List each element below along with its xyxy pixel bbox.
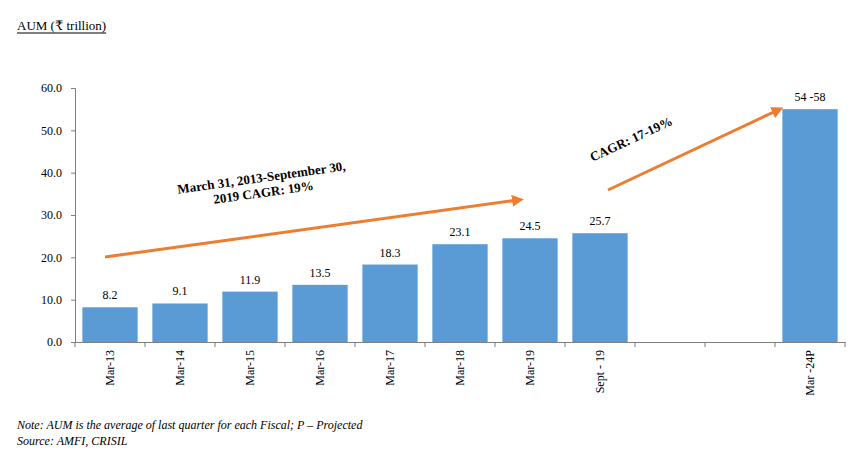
x-tick-label: Mar-17: [383, 350, 397, 386]
category-separator: [425, 342, 426, 347]
y-axis-line: [71, 89, 76, 343]
chart-container: AUM (₹ trillion) 8.2 9.1 11.9 13.5 18.3 23.1 24…: [0, 0, 857, 458]
y-tick: 50.0: [41, 124, 75, 138]
x-tick: Mar-15: [243, 350, 257, 386]
bars: [82, 109, 837, 342]
y-tick-mark: [71, 300, 75, 301]
data-labels: 8.2 9.1 11.9 13.5 18.3 23.1 24.5 25.7 54 -58: [103, 90, 826, 302]
y-tick-label: 10.0: [41, 293, 62, 307]
plot: 8.2 9.1 11.9 13.5 18.3 23.1 24.5 25.7 54 -58 0.0 1…: [41, 81, 846, 395]
y-tick: 40.0: [41, 166, 75, 180]
y-axis: 0.0 10.0 20.0 30.0 40.0 50.0 60.0: [41, 81, 76, 349]
x-tick: Mar -24P: [803, 350, 817, 396]
data-label: 25.7: [590, 214, 611, 228]
y-tick-label: 50.0: [41, 124, 62, 138]
data-label: 11.9: [240, 273, 261, 287]
data-label: 9.1: [173, 284, 188, 298]
x-tick-label: Mar-14: [173, 350, 187, 386]
data-label: 13.5: [310, 266, 331, 280]
y-tick: 20.0: [41, 251, 75, 265]
data-label: 18.3: [380, 246, 401, 260]
data-label: 8.2: [103, 288, 118, 302]
category-separator: [705, 342, 706, 347]
title-underline: [17, 33, 106, 34]
bar: [782, 109, 837, 342]
category-separator: [565, 342, 566, 347]
note: Source: AMFI, CRISIL: [17, 434, 128, 448]
x-tick-label: Sept - 19: [593, 350, 607, 393]
x-tick-label: Mar-19: [523, 350, 537, 386]
data-label: 54 -58: [795, 90, 826, 104]
x-tick: Mar-18: [453, 350, 467, 386]
chart-svg: AUM (₹ trillion) 8.2 9.1 11.9 13.5 18.3 23.1 24…: [0, 0, 857, 458]
x-axis: Mar-13 Mar-14 Mar-15 Mar-16 Mar-17 Mar-18 Mar-…: [75, 342, 846, 396]
category-separator: [75, 342, 76, 347]
x-tick-label: Mar-13: [103, 350, 117, 386]
y-tick-mark: [71, 257, 75, 258]
x-tick: Sept - 19: [593, 350, 607, 393]
x-tick: Mar-19: [523, 350, 537, 386]
arrow: [608, 110, 778, 190]
x-tick: Mar-16: [313, 350, 327, 386]
y-tick-label: 40.0: [41, 166, 62, 180]
category-separator: [215, 342, 216, 347]
bar: [152, 303, 207, 342]
note: Note: AUM is the average of last quarter…: [16, 418, 363, 432]
y-tick: 10.0: [41, 293, 75, 307]
notes: Note: AUM is the average of last quarter…: [16, 418, 363, 448]
category-separator: [775, 342, 776, 347]
bar: [572, 233, 627, 342]
data-label: 23.1: [450, 225, 471, 239]
category-separator: [285, 342, 286, 347]
category-separator: [845, 342, 846, 347]
annotation: March 31, 2013-September 30,2019 CAGR: 1…: [176, 158, 348, 211]
y-tick-mark: [71, 130, 75, 131]
y-tick-label: 20.0: [41, 251, 62, 265]
x-tick-label: Mar-16: [313, 350, 327, 386]
bar: [362, 265, 417, 342]
bar: [292, 285, 347, 342]
bar: [432, 244, 487, 342]
bar: [82, 307, 137, 342]
x-tick: Mar-13: [103, 350, 117, 386]
x-tick-label: Mar-15: [243, 350, 257, 386]
x-tick-label: Mar-18: [453, 350, 467, 386]
y-tick-label: 30.0: [41, 208, 62, 222]
bar: [502, 238, 557, 342]
y-tick-label: 0.0: [47, 335, 62, 349]
annotation-line: CAGR: 17-19%: [588, 113, 675, 164]
y-tick: 30.0: [41, 208, 75, 222]
y-tick: 60.0: [41, 81, 75, 95]
category-separator: [635, 342, 636, 347]
y-tick-label: 60.0: [41, 81, 62, 95]
category-separator: [355, 342, 356, 347]
annotations: March 31, 2013-September 30,2019 CAGR: 1…: [105, 110, 778, 257]
category-separator: [145, 342, 146, 347]
chart-title: AUM (₹ trillion): [17, 18, 106, 33]
arrow: [105, 200, 518, 257]
x-tick-label: Mar -24P: [803, 350, 817, 396]
data-label: 24.5: [520, 219, 541, 233]
x-tick: Mar-14: [173, 350, 187, 386]
x-tick: Mar-17: [383, 350, 397, 386]
category-separators: [75, 342, 845, 347]
y-tick-mark: [71, 215, 75, 216]
y-tick-mark: [71, 342, 75, 343]
annotation-line: 2019 CAGR: 19%: [212, 178, 314, 207]
annotation: CAGR: 17-19%: [588, 113, 675, 164]
category-separator: [495, 342, 496, 347]
bar: [222, 292, 277, 342]
y-tick-mark: [71, 88, 75, 89]
y-tick-mark: [71, 173, 75, 174]
x-axis-line: [76, 342, 846, 343]
y-tick: 0.0: [47, 335, 75, 349]
